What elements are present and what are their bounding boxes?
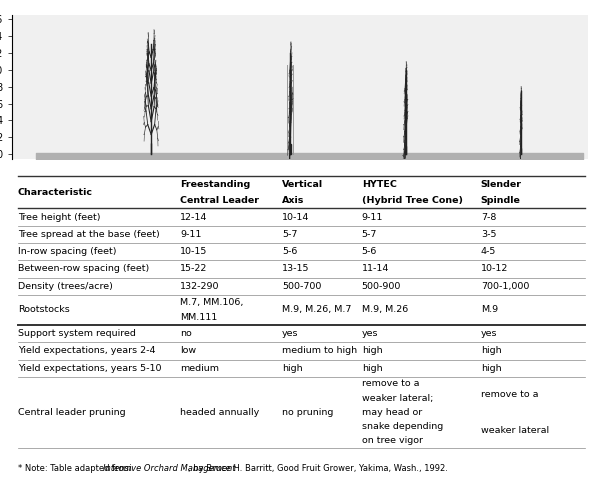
Text: MM.111: MM.111 — [180, 313, 217, 322]
Text: remove to a: remove to a — [481, 390, 538, 399]
Text: Intensive Orchard Management: Intensive Orchard Management — [103, 464, 236, 473]
Text: 9-11: 9-11 — [362, 213, 383, 222]
Text: yes: yes — [282, 329, 299, 338]
Text: 12-14: 12-14 — [180, 213, 208, 222]
Text: 10-12: 10-12 — [481, 264, 508, 273]
Text: snake depending: snake depending — [362, 422, 443, 431]
Text: M.9: M.9 — [481, 305, 498, 314]
Text: Slender: Slender — [481, 180, 522, 189]
Text: * Note: Table adapted from: * Note: Table adapted from — [18, 464, 134, 473]
Text: , by Bruce H. Barritt, Good Fruit Grower, Yakima, Wash., 1992.: , by Bruce H. Barritt, Good Fruit Grower… — [188, 464, 448, 473]
Text: 7-8: 7-8 — [481, 213, 496, 222]
Text: high: high — [282, 364, 303, 373]
Text: 5-6: 5-6 — [362, 247, 377, 256]
Text: 132-290: 132-290 — [180, 282, 220, 291]
Text: 500-700: 500-700 — [282, 282, 322, 291]
Text: 4-5: 4-5 — [481, 247, 496, 256]
Text: In-row spacing (feet): In-row spacing (feet) — [18, 247, 116, 256]
Text: Tree height (feet): Tree height (feet) — [18, 213, 100, 222]
Text: Spindle: Spindle — [481, 196, 521, 205]
Text: high: high — [481, 364, 502, 373]
Text: medium to high: medium to high — [282, 346, 358, 355]
Text: Central leader pruning: Central leader pruning — [18, 408, 125, 417]
Text: 500-900: 500-900 — [362, 282, 401, 291]
Text: 13-15: 13-15 — [282, 264, 310, 273]
Text: on tree vigor: on tree vigor — [362, 436, 422, 445]
Text: headed annually: headed annually — [180, 408, 259, 417]
Text: may head or: may head or — [362, 408, 422, 417]
Text: 5-7: 5-7 — [362, 230, 377, 239]
Text: M.7, MM.106,: M.7, MM.106, — [180, 298, 244, 307]
Text: high: high — [362, 346, 382, 355]
Text: (Hybrid Tree Cone): (Hybrid Tree Cone) — [362, 196, 463, 205]
Text: no: no — [180, 329, 192, 338]
Text: weaker lateral: weaker lateral — [481, 426, 549, 434]
Text: remove to a: remove to a — [362, 380, 419, 388]
Text: Freestanding: Freestanding — [180, 180, 250, 189]
Text: Tree spread at the base (feet): Tree spread at the base (feet) — [18, 230, 160, 239]
Text: 11-14: 11-14 — [362, 264, 389, 273]
Text: HYTEC: HYTEC — [362, 180, 397, 189]
Text: Axis: Axis — [282, 196, 305, 205]
Text: Rootstocks: Rootstocks — [18, 305, 70, 314]
Text: Characteristic: Characteristic — [18, 188, 93, 197]
Text: Yield expectations, years 2-4: Yield expectations, years 2-4 — [18, 346, 155, 355]
Text: weaker lateral;: weaker lateral; — [362, 394, 433, 403]
Text: low: low — [180, 346, 196, 355]
Text: 15-22: 15-22 — [180, 264, 208, 273]
Text: high: high — [362, 364, 382, 373]
Text: 5-7: 5-7 — [282, 230, 298, 239]
Text: M.9, M.26: M.9, M.26 — [362, 305, 408, 314]
Text: 3-5: 3-5 — [481, 230, 496, 239]
Text: Central Leader: Central Leader — [180, 196, 259, 205]
Text: 5-6: 5-6 — [282, 247, 298, 256]
Text: medium: medium — [180, 364, 219, 373]
Text: yes: yes — [481, 329, 497, 338]
Text: high: high — [481, 346, 502, 355]
Text: Vertical: Vertical — [282, 180, 323, 189]
Text: Support system required: Support system required — [18, 329, 136, 338]
Text: 10-14: 10-14 — [282, 213, 310, 222]
Text: Between-row spacing (feet): Between-row spacing (feet) — [18, 264, 149, 273]
Text: Density (trees/acre): Density (trees/acre) — [18, 282, 113, 291]
Text: no pruning: no pruning — [282, 408, 334, 417]
Text: yes: yes — [362, 329, 378, 338]
Text: 700-1,000: 700-1,000 — [481, 282, 529, 291]
Text: 9-11: 9-11 — [180, 230, 202, 239]
Text: Yield expectations, years 5-10: Yield expectations, years 5-10 — [18, 364, 161, 373]
Text: 10-15: 10-15 — [180, 247, 208, 256]
Text: M.9, M.26, M.7: M.9, M.26, M.7 — [282, 305, 352, 314]
